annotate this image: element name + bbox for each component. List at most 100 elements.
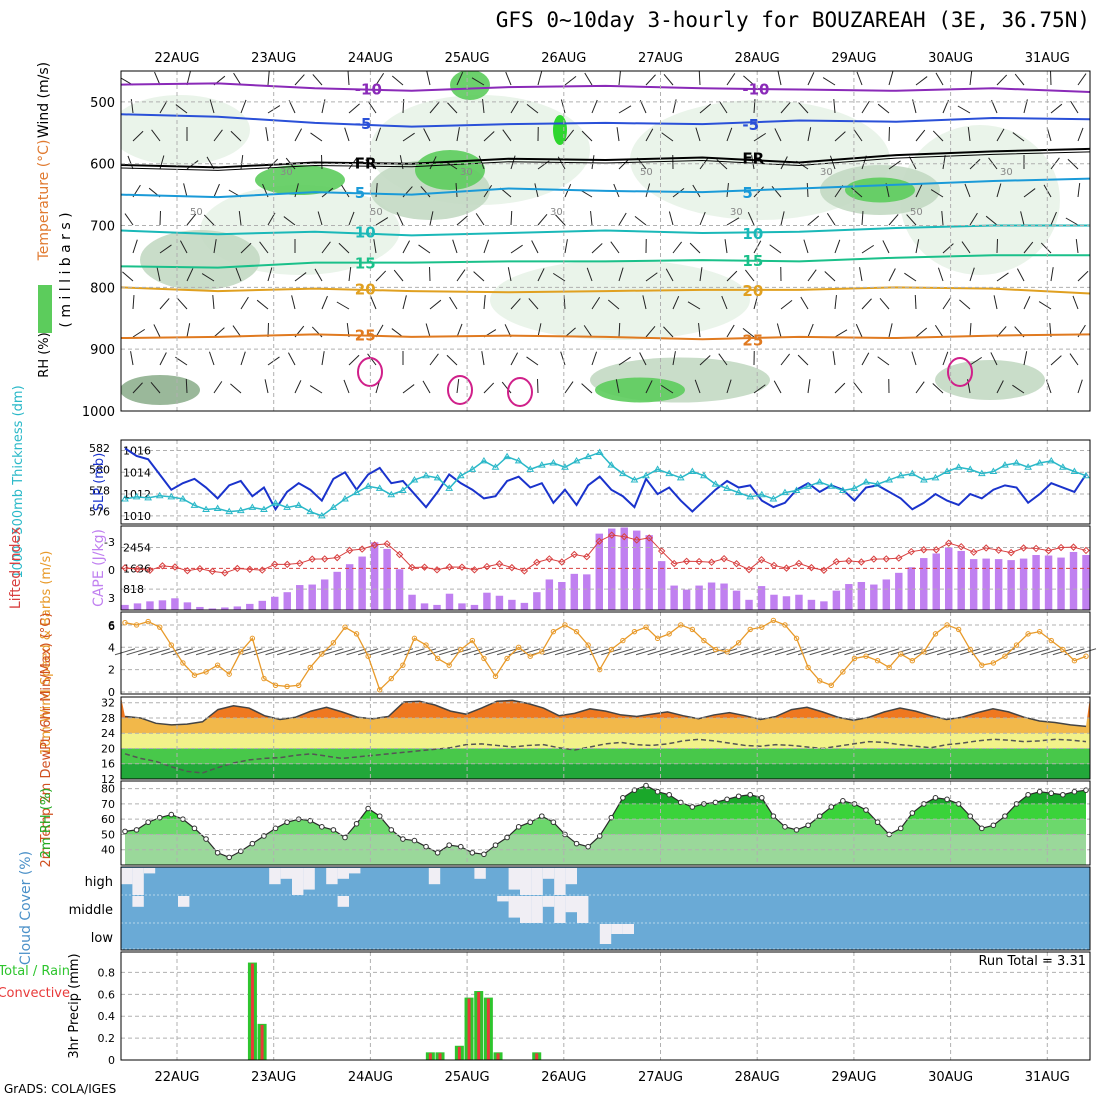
wind-barb bbox=[647, 648, 668, 656]
wind-barb bbox=[780, 211, 785, 226]
rh-marker bbox=[249, 840, 256, 847]
wind-marker bbox=[1025, 631, 1031, 637]
wind-marker bbox=[1013, 642, 1020, 648]
wind-barb bbox=[317, 211, 323, 226]
thickness-marker bbox=[711, 480, 720, 487]
wind-barb bbox=[564, 75, 577, 86]
upper-air-panel: 500 600 700 800 900 1000 -10 -10 -5 -5 FR FR 5 5 10 10 1… bbox=[36, 62, 1091, 420]
precip-convective-bar bbox=[260, 1024, 264, 1060]
wind-barb bbox=[694, 379, 701, 394]
rh-label: RH (%) bbox=[37, 332, 52, 377]
wind-marker bbox=[805, 664, 811, 671]
wind-barb bbox=[774, 128, 782, 142]
wind-barb bbox=[267, 71, 270, 86]
wind-barb bbox=[213, 327, 225, 338]
wind-barb bbox=[526, 356, 539, 366]
wind-barb bbox=[1023, 296, 1031, 310]
wind-barb bbox=[797, 648, 819, 656]
wind-barb bbox=[427, 648, 448, 656]
cape-bar bbox=[308, 584, 316, 610]
wind-marker bbox=[411, 635, 418, 642]
rh-marker bbox=[666, 791, 672, 798]
cloud-layer-label: middle bbox=[69, 903, 113, 918]
lifted-marker bbox=[682, 557, 691, 565]
wind-barb bbox=[132, 328, 146, 338]
contour-label: -5 bbox=[742, 116, 759, 134]
wind-barb bbox=[969, 322, 972, 338]
wind-marker bbox=[469, 637, 476, 644]
cape-tick: 2454 bbox=[123, 542, 151, 555]
thickness-marker bbox=[456, 471, 465, 479]
wind-barb bbox=[186, 323, 191, 338]
lifted-marker bbox=[370, 541, 379, 549]
wind-barb bbox=[581, 130, 593, 142]
rh-marker bbox=[319, 824, 325, 830]
thickness-marker bbox=[815, 478, 824, 485]
wind-barb bbox=[294, 128, 303, 142]
wind-barb bbox=[776, 323, 782, 338]
wind-marker bbox=[921, 649, 927, 655]
rh-shade bbox=[900, 125, 1060, 275]
thickness-marker bbox=[387, 490, 396, 498]
wind-barb bbox=[807, 379, 811, 394]
wind-marker bbox=[562, 622, 568, 628]
wind-barb bbox=[777, 71, 782, 86]
wind-barb bbox=[1040, 242, 1052, 254]
wind-barb bbox=[151, 129, 161, 142]
thickness-marker bbox=[1058, 463, 1067, 470]
wind-barb bbox=[186, 71, 191, 86]
cloud-bar bbox=[280, 868, 292, 879]
contour-label: -10 bbox=[742, 80, 769, 98]
wind-barb bbox=[159, 352, 167, 366]
wind-barb bbox=[402, 98, 405, 114]
cloud-cover-panel: high middle low Cloud Cover (%) bbox=[18, 851, 1091, 965]
date-axes: 22AUG 22AUG 23AUG 23AUG 24AUG 24AUG 25AUG 25AUG… bbox=[154, 51, 1069, 1085]
rh-contour-label: 50 bbox=[190, 207, 203, 218]
temp-tick: 12 bbox=[101, 773, 115, 786]
wind-barb bbox=[455, 182, 458, 198]
wind-barb bbox=[851, 187, 863, 198]
wind-marker bbox=[1002, 653, 1008, 659]
rh-marker bbox=[944, 796, 950, 803]
date-label-bottom: 27AUG bbox=[638, 1070, 683, 1085]
wind-barb bbox=[964, 183, 971, 198]
cape-bar bbox=[121, 604, 129, 610]
wind-barb bbox=[203, 214, 215, 226]
rh-marker bbox=[492, 842, 499, 848]
cape-bar bbox=[296, 585, 304, 610]
wind-barb bbox=[948, 648, 969, 656]
wind-barb bbox=[726, 183, 729, 198]
wind-barb bbox=[201, 273, 215, 282]
rh-shade bbox=[255, 165, 345, 195]
wind-marker bbox=[585, 642, 591, 648]
rh-marker bbox=[1048, 790, 1055, 797]
lifted-marker bbox=[608, 531, 616, 539]
wind-barb bbox=[665, 268, 674, 282]
wind-barb bbox=[888, 268, 896, 282]
precip-convective-bar bbox=[457, 1046, 461, 1060]
rh-tick: 70 bbox=[101, 798, 115, 811]
precip-convective-bar bbox=[496, 1053, 500, 1060]
rh-marker bbox=[735, 793, 742, 800]
cape-bar bbox=[907, 567, 915, 610]
wind-marker bbox=[666, 631, 672, 637]
lifted-marker bbox=[558, 558, 566, 566]
wind-marker bbox=[944, 622, 950, 628]
panel-background bbox=[121, 952, 1090, 1060]
wind-barb bbox=[456, 379, 460, 394]
wind-barb bbox=[888, 323, 893, 338]
lifted-marker bbox=[395, 550, 404, 559]
wind-barb bbox=[904, 272, 917, 282]
temp-tick: 32 bbox=[101, 697, 115, 710]
lifted-marker bbox=[583, 553, 591, 561]
thickness-marker bbox=[271, 499, 280, 506]
wind-barb bbox=[338, 242, 350, 254]
precip-convective-bar bbox=[250, 963, 254, 1060]
wind-marker bbox=[434, 655, 441, 662]
rh-tick: 40 bbox=[101, 844, 115, 857]
wind-barb bbox=[672, 351, 676, 366]
wind-barb bbox=[888, 71, 894, 86]
cape-bar bbox=[358, 556, 366, 610]
date-label-top: 22AUG bbox=[154, 51, 199, 66]
